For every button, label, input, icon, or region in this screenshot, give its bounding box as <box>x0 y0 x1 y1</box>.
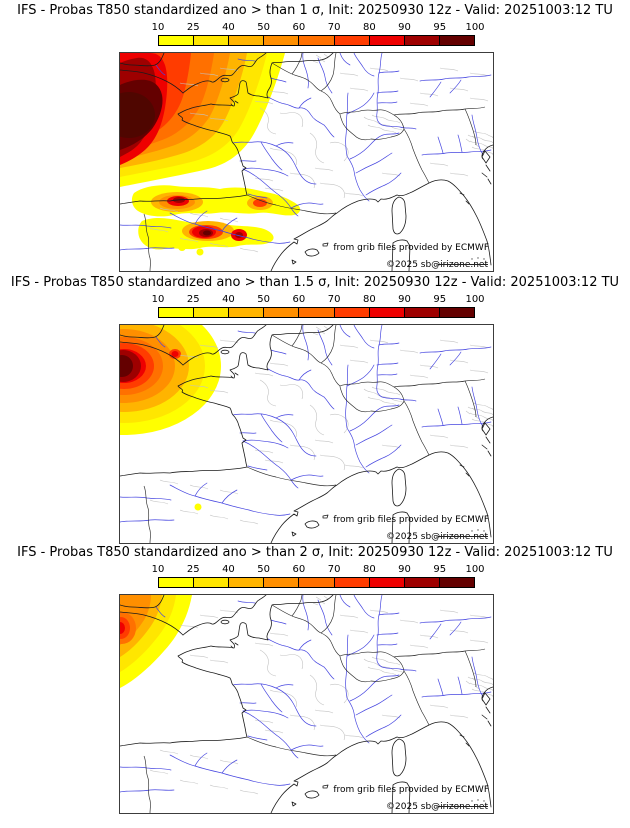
colorbar <box>158 35 475 46</box>
panel-sigma-1: IFS - Probas T850 standardized ano > tha… <box>0 2 630 272</box>
colorbar-segment <box>229 578 265 587</box>
colorbar-segment <box>194 308 230 317</box>
colorbar-tick: 95 <box>433 22 447 33</box>
colorbar-segment <box>229 36 265 45</box>
colorbar-tick: 90 <box>398 22 411 33</box>
panel-title: IFS - Probas T850 standardized ano > tha… <box>17 3 613 18</box>
colorbar-segment <box>404 578 440 587</box>
colorbar-tick: 70 <box>327 564 341 575</box>
colorbar-tick: 50 <box>257 294 271 305</box>
dot-artifacts <box>471 529 485 532</box>
probability-overlay <box>120 595 192 688</box>
colorbar-segment <box>404 36 440 45</box>
colorbar-segment <box>194 578 230 587</box>
colorbar-tick: 70 <box>327 294 341 305</box>
colorbar-segment <box>369 36 405 45</box>
colorbar-tick: 100 <box>465 564 485 575</box>
colorbar-segment <box>299 36 335 45</box>
colorbar-segment <box>264 578 300 587</box>
colorbar-tick: 25 <box>186 564 200 575</box>
colorbar-tick: 25 <box>186 22 200 33</box>
colorbar-tick: 60 <box>292 22 306 33</box>
panel-sigma-1-5: IFS - Probas T850 standardized ano > tha… <box>0 274 630 544</box>
colorbar-tick: 90 <box>398 294 411 305</box>
colorbar-tick: 70 <box>327 22 341 33</box>
colorbar-segment <box>264 308 300 317</box>
colorbar-tick-labels: 10 25 40 50 60 70 80 90 95 100 <box>152 22 485 34</box>
attribution-copyright: ©2025 sb@irizone.net <box>386 802 488 812</box>
colorbar-segment <box>264 36 300 45</box>
map-sigma-1: from grib files provided by ECMWF ©2025 … <box>119 52 494 272</box>
map-sigma-2: from grib files provided by ECMWF ©2025 … <box>119 594 494 814</box>
colorbar-tick-labels: 10 25 40 50 60 70 80 90 95 100 <box>152 294 485 306</box>
colorbar-tick: 50 <box>257 22 271 33</box>
panel-title: IFS - Probas T850 standardized ano > tha… <box>17 545 613 560</box>
colorbar-tick: 100 <box>465 22 485 33</box>
colorbar-segment <box>439 36 474 45</box>
colorbar-segment <box>439 308 474 317</box>
colorbar-segment <box>369 308 405 317</box>
colorbar-segment <box>299 308 335 317</box>
colorbar-tick: 90 <box>398 564 411 575</box>
attribution-copyright: ©2025 sb@irizone.net <box>386 532 488 542</box>
colorbar-tick: 10 <box>151 564 165 575</box>
colorbar-segment <box>159 36 195 45</box>
attribution-ecmwf: from grib files provided by ECMWF <box>333 243 489 253</box>
colorbar-segment <box>334 578 370 587</box>
colorbar-tick: 50 <box>257 564 271 575</box>
colorbar-tick: 10 <box>151 22 165 33</box>
dot-artifacts <box>471 799 485 802</box>
colorbar-segment <box>194 36 230 45</box>
probability-overlay <box>120 53 301 256</box>
attribution-ecmwf: from grib files provided by ECMWF <box>333 785 489 795</box>
colorbar <box>158 307 475 318</box>
colorbar-tick: 40 <box>222 22 235 33</box>
colorbar-tick: 10 <box>151 294 165 305</box>
colorbar-tick: 80 <box>362 294 376 305</box>
colorbar-tick: 80 <box>362 22 376 33</box>
map-sigma-1-5: from grib files provided by ECMWF ©2025 … <box>119 324 494 544</box>
colorbar-tick: 60 <box>292 294 306 305</box>
colorbar-tick: 95 <box>433 294 447 305</box>
dot-artifacts <box>471 257 485 260</box>
colorbar-tick: 40 <box>222 564 235 575</box>
colorbar-segment <box>229 308 265 317</box>
colorbar-tick: 60 <box>292 564 306 575</box>
colorbar-tick: 100 <box>465 294 485 305</box>
panel-sigma-2: IFS - Probas T850 standardized ano > tha… <box>0 544 630 814</box>
colorbar-tick: 95 <box>433 564 447 575</box>
colorbar-tick: 80 <box>362 564 376 575</box>
attribution-ecmwf: from grib files provided by ECMWF <box>333 515 489 525</box>
colorbar-segment <box>334 308 370 317</box>
colorbar-segment <box>159 578 195 587</box>
probability-overlay <box>120 325 221 511</box>
colorbar-segment <box>159 308 195 317</box>
colorbar-tick: 25 <box>186 294 200 305</box>
colorbar-segment <box>369 578 405 587</box>
colorbar-tick-labels: 10 25 40 50 60 70 80 90 95 100 <box>152 564 485 576</box>
colorbar-tick: 40 <box>222 294 235 305</box>
colorbar <box>158 577 475 588</box>
colorbar-segment <box>439 578 474 587</box>
attribution-copyright: ©2025 sb@irizone.net <box>386 260 488 270</box>
panel-title: IFS - Probas T850 standardized ano > tha… <box>10 275 620 290</box>
colorbar-segment <box>334 36 370 45</box>
colorbar-segment <box>299 578 335 587</box>
colorbar-segment <box>404 308 440 317</box>
